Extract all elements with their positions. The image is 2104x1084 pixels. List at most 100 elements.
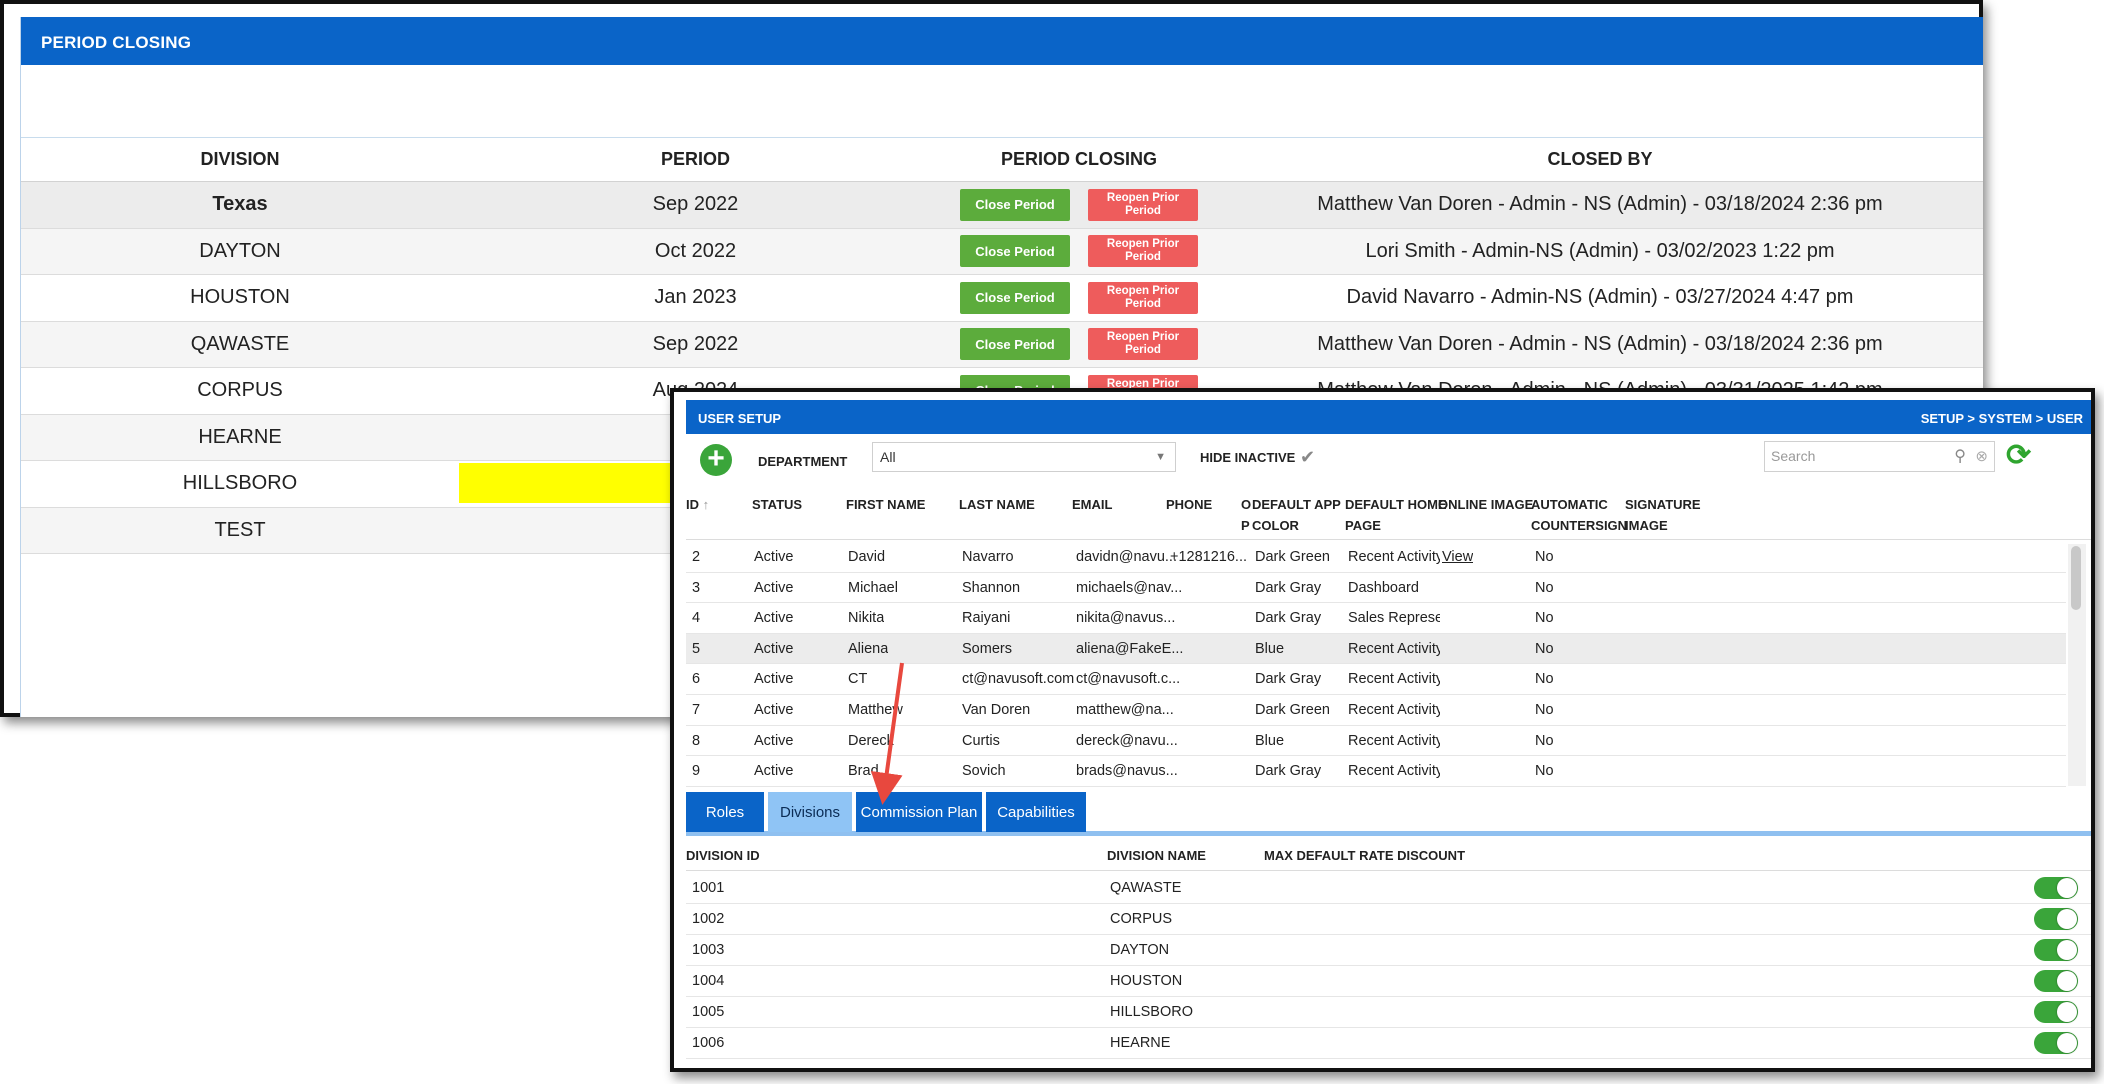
col-signature-image-header[interactable]: SIGNATURE IMAGE xyxy=(1625,497,1701,533)
period-closing-row: DAYTON Oct 2022 Close Period Reopen Prior… xyxy=(21,228,1983,275)
email-cell: brads@navus... xyxy=(1076,763,1178,780)
col-first-name-header[interactable]: FIRST NAME xyxy=(846,497,926,512)
status-cell: Active xyxy=(754,549,794,565)
refresh-icon[interactable]: ⟳ xyxy=(2006,439,2032,472)
id-cell: 5 xyxy=(692,640,701,657)
countersign-cell: No xyxy=(1535,701,1554,718)
user-row[interactable]: 3 Active Michael Shannon michaels@nav... Dark… xyxy=(686,573,2066,604)
first-name-cell: Matthew xyxy=(848,701,903,718)
app-color-cell: Dark Green xyxy=(1255,549,1330,565)
countersign-cell: No xyxy=(1535,579,1554,596)
tab-roles[interactable]: Roles xyxy=(686,792,764,832)
user-row[interactable]: 4 Active Nikita Raiyani nikita@navus... Dark … xyxy=(686,603,2066,634)
division-enabled-toggle[interactable] xyxy=(2034,970,2078,992)
col-default-app-color-header[interactable]: DEFAULT APP COLOR xyxy=(1252,497,1341,533)
email-cell: davidn@navu... xyxy=(1076,549,1177,565)
division-enabled-toggle[interactable] xyxy=(2034,908,2078,930)
home-page-cell: Recent Activity xyxy=(1348,640,1440,657)
user-row[interactable]: 8 Active Dereck Curtis dereck@navu... Blue Rec… xyxy=(686,726,2066,757)
app-color-cell: Dark Gray xyxy=(1255,763,1322,780)
last-name-cell: ct@navusoft.com xyxy=(962,671,1075,688)
app-color-cell: Dark Gray xyxy=(1255,610,1322,627)
period-closing-title: PERIOD CLOSING xyxy=(21,17,1983,65)
division-id-cell: 1002 xyxy=(692,911,725,927)
period-cell: Oct 2022 xyxy=(654,239,737,262)
last-name-cell: Raiyani xyxy=(962,610,1011,627)
app-color-cell: Blue xyxy=(1255,640,1285,657)
tab-capabilities[interactable]: Capabilities xyxy=(986,792,1086,832)
close-period-button[interactable]: Close Period xyxy=(960,188,1070,221)
col-last-name-header[interactable]: LAST NAME xyxy=(959,497,1035,512)
col-default-home-page-header[interactable]: DEFAULT HOME PAGE xyxy=(1345,497,1447,533)
hide-inactive-checkbox[interactable]: ✔ xyxy=(1300,447,1316,467)
col-automatic-countersign-header[interactable]: AUTOMATIC COUNTERSIGN xyxy=(1531,497,1628,533)
app-color-cell: Dark Gray xyxy=(1255,671,1322,688)
reopen-prior-period-button[interactable]: Reopen Prior Period xyxy=(1088,235,1198,268)
close-period-button[interactable]: Close Period xyxy=(960,281,1070,314)
countersign-cell: No xyxy=(1535,763,1554,780)
col-op-header[interactable]: O P xyxy=(1241,497,1252,533)
division-enabled-toggle[interactable] xyxy=(2034,1001,2078,1023)
col-online-image-header[interactable]: ONLINE IMAGE xyxy=(1438,497,1534,512)
col-max-rate-header[interactable]: MAX DEFAULT RATE DISCOUNT xyxy=(1264,848,1466,863)
col-email-header[interactable]: EMAIL xyxy=(1072,497,1113,512)
last-name-cell: Van Doren xyxy=(962,701,1031,718)
col-division-id-header[interactable]: DIVISION ID xyxy=(686,848,760,863)
division-enabled-toggle[interactable] xyxy=(2034,877,2078,899)
scrollbar-thumb[interactable] xyxy=(2071,546,2081,610)
col-period-closing-header: PERIOD CLOSING xyxy=(1000,149,1157,169)
email-cell: dereck@navu... xyxy=(1076,732,1178,749)
first-name-cell: Nikita xyxy=(848,610,885,627)
division-name-cell: QAWASTE xyxy=(1110,880,1182,896)
col-status-header[interactable]: STATUS xyxy=(752,497,803,512)
division-row: 1003 DAYTON xyxy=(686,935,2091,966)
user-row[interactable]: 7 Active Matthew Van Doren matthew@na... Dark… xyxy=(686,695,2066,726)
email-cell: michaels@nav... xyxy=(1076,579,1183,596)
close-period-button[interactable]: Close Period xyxy=(960,328,1070,361)
user-row[interactable]: 2 Active David Navarro davidn@navu... +128121… xyxy=(686,542,2066,573)
col-phone-header[interactable]: PHONE xyxy=(1166,497,1213,512)
breadcrumb[interactable]: SETUP > SYSTEM > USER xyxy=(1920,411,2083,426)
home-page-cell: Recent Activity xyxy=(1348,732,1440,749)
user-grid-scrollbar[interactable] xyxy=(2068,544,2086,786)
user-row[interactable]: 5 Active Aliena Somers aliena@FakeE... Blue Re… xyxy=(686,633,2066,665)
sort-asc-icon: ↑ xyxy=(702,497,710,512)
search-input[interactable]: Search ⚲ ⊗ xyxy=(1764,441,1995,472)
division-id-cell: 1006 xyxy=(692,1035,725,1051)
col-division-name-header[interactable]: DIVISION NAME xyxy=(1107,848,1206,863)
phone-cell: +1281216... xyxy=(1170,549,1246,565)
tab-commission-plan[interactable]: Commission Plan xyxy=(856,792,982,832)
period-closing-row: QAWASTE Sep 2022 Close Period Reopen Prio… xyxy=(21,321,1983,368)
division-id-cell: 1005 xyxy=(692,1004,725,1020)
user-row[interactable]: 9 Active Brad Sovich brads@navus... Dark Gray… xyxy=(686,756,2066,787)
countersign-cell: No xyxy=(1535,671,1554,688)
period-closing-filter-area xyxy=(21,65,1983,138)
search-icon[interactable]: ⚲ xyxy=(1954,448,1966,465)
user-row[interactable]: 6 Active CT ct@navusoft.com ct@navusoft.c...… xyxy=(686,664,2066,695)
email-cell: aliena@FakeE... xyxy=(1076,640,1184,657)
user-detail-tabs: Roles Divisions Commission Plan Capabili… xyxy=(686,790,2091,836)
status-cell: Active xyxy=(754,579,794,596)
col-id-header[interactable]: ID ↑ xyxy=(686,494,709,515)
division-row: 1005 HILLSBORO xyxy=(686,997,2091,1028)
clear-icon[interactable]: ⊗ xyxy=(1975,448,1988,465)
division-enabled-toggle[interactable] xyxy=(2034,1032,2078,1054)
reopen-prior-period-button[interactable]: Reopen Prior Period xyxy=(1088,188,1198,221)
close-period-button[interactable]: Close Period xyxy=(960,235,1070,268)
countersign-cell: No xyxy=(1535,640,1554,657)
first-name-cell: Aliena xyxy=(848,640,889,657)
department-select-value: All xyxy=(880,449,896,465)
period-closing-actions: Close Period Reopen Prior Period xyxy=(889,182,1269,228)
division-id-cell: 1004 xyxy=(692,973,725,989)
division-enabled-toggle[interactable] xyxy=(2034,939,2078,961)
period-closing-actions: Close Period Reopen Prior Period xyxy=(889,229,1269,275)
department-select[interactable]: All ▼ xyxy=(872,442,1176,472)
id-cell: 8 xyxy=(692,732,701,749)
reopen-prior-period-button[interactable]: Reopen Prior Period xyxy=(1088,328,1198,361)
reopen-prior-period-button[interactable]: Reopen Prior Period xyxy=(1088,281,1198,314)
add-user-button[interactable]: + xyxy=(700,444,732,476)
online-image-cell[interactable]: View xyxy=(1442,549,1474,565)
last-name-cell: Shannon xyxy=(962,579,1021,596)
tab-divisions[interactable]: Divisions xyxy=(768,792,852,832)
closed-by-cell: Lori Smith - Admin-NS (Admin) - 03/02/20… xyxy=(1365,239,1835,262)
